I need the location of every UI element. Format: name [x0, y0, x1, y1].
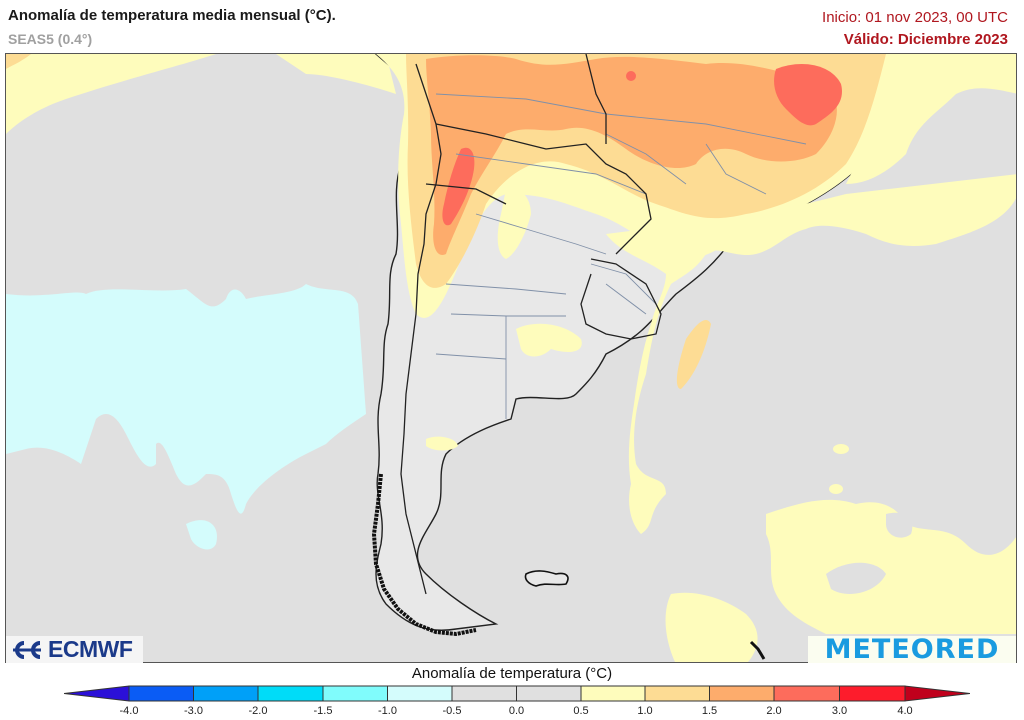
colorbar-tick: -2.0 [248, 705, 268, 717]
colorbar [64, 685, 970, 702]
model-label: SEAS5 (0.4°) [8, 31, 93, 47]
colorbar-tick: 1.0 [637, 705, 653, 717]
meteored-logo: METEORED [808, 634, 1016, 665]
colorbar-tick: 0.5 [573, 705, 589, 717]
map-title: Anomalía de temperatura media mensual (°… [8, 7, 336, 24]
colorbar-tick: -0.5 [442, 705, 462, 717]
anomaly-map [5, 53, 1017, 663]
colorbar-tick: 0.0 [508, 705, 525, 717]
colorbar-tick: 1.5 [701, 705, 718, 717]
colorbar-tick: -1.5 [313, 705, 333, 717]
map-canvas [6, 54, 1016, 662]
colorbar-tick: -1.0 [378, 705, 397, 717]
ecmwf-logo-text: ECMWF [48, 636, 133, 662]
meteored-logo-text: METEORED [824, 634, 1000, 665]
colorbar-title: Anomalía de temperatura (°C) [411, 665, 613, 682]
colorbar-tick: 2.0 [766, 705, 782, 717]
colorbar-tick: 4.0 [897, 705, 913, 717]
valid-period: Válido: Diciembre 2023 [843, 31, 1008, 48]
ecmwf-logo-icon [10, 640, 44, 660]
colorbar-tick: -3.0 [184, 705, 203, 717]
ecmwf-logo: ECMWF [6, 636, 143, 663]
colorbar-tick-labels: -4.0 -3.0 -2.0 -1.5 -1.0 -0.5 0.0 0.5 1.… [0, 705, 1024, 720]
colorbar-tick: 3.0 [831, 705, 848, 717]
init-date: Inicio: 01 nov 2023, 00 UTC [822, 9, 1008, 26]
colorbar-tick: -4.0 [119, 705, 139, 717]
